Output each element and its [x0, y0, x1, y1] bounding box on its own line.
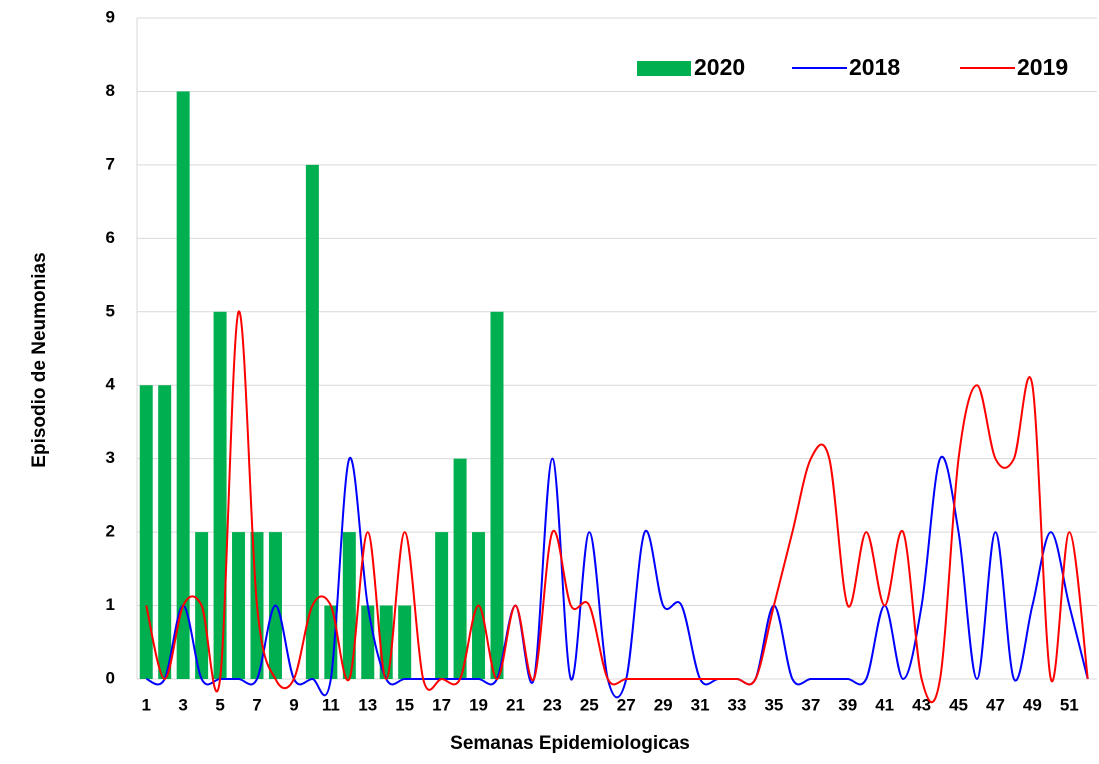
bar [398, 605, 412, 679]
bar [435, 532, 449, 679]
x-tick-label: 17 [432, 695, 451, 714]
x-tick-label: 7 [252, 695, 261, 714]
bar [232, 532, 246, 679]
y-tick-label: 1 [106, 595, 115, 614]
bar [453, 458, 467, 679]
bar [324, 605, 338, 679]
x-tick-label: 1 [141, 695, 150, 714]
x-tick-label: 27 [617, 695, 636, 714]
bar [176, 91, 190, 679]
x-tick-label: 19 [469, 695, 488, 714]
y-tick-label: 8 [106, 81, 115, 100]
x-tick-label: 21 [506, 695, 525, 714]
legend-label: 2019 [1017, 54, 1068, 80]
bar [139, 385, 153, 679]
x-tick-label: 41 [875, 695, 894, 714]
x-tick-label: 15 [395, 695, 414, 714]
x-tick-label: 3 [178, 695, 187, 714]
x-tick-label: 33 [728, 695, 747, 714]
y-tick-label: 6 [106, 228, 115, 247]
x-tick-label: 25 [580, 695, 599, 714]
y-tick-label: 5 [106, 301, 115, 320]
x-tick-label: 45 [949, 695, 968, 714]
legend-swatch [637, 61, 691, 76]
x-tick-label: 39 [838, 695, 857, 714]
x-axis-title: Semanas Epidemiologicas [450, 733, 690, 754]
bar [305, 164, 319, 679]
y-tick-label: 2 [106, 522, 115, 541]
y-tick-label: 0 [106, 668, 115, 687]
x-tick-label: 5 [215, 695, 224, 714]
legend-label: 2018 [849, 54, 900, 80]
x-tick-label: 35 [764, 695, 783, 714]
y-tick-label: 7 [106, 154, 115, 173]
y-tick-label: 9 [106, 7, 115, 26]
x-tick-label: 9 [289, 695, 298, 714]
x-tick-label: 13 [358, 695, 377, 714]
x-tick-label: 51 [1060, 695, 1079, 714]
bar [158, 385, 172, 679]
x-tick-label: 49 [1023, 695, 1042, 714]
x-tick-label: 47 [986, 695, 1005, 714]
line [145, 310, 1089, 704]
x-tick-label: 29 [654, 695, 673, 714]
bar [213, 311, 227, 679]
bar [361, 605, 375, 679]
line [145, 455, 1089, 699]
x-tick-label: 11 [322, 695, 340, 714]
bar [342, 532, 356, 679]
bar [490, 311, 504, 679]
y-axis-title: Episodio de Neumonias [29, 252, 50, 467]
x-tick-label: 31 [691, 695, 710, 714]
x-tick-label: 37 [801, 695, 820, 714]
y-tick-label: 4 [106, 375, 116, 394]
y-tick-label: 3 [106, 448, 115, 467]
x-tick-label: 43 [912, 695, 931, 714]
x-tick-label: 23 [543, 695, 562, 714]
legend-label: 2020 [694, 54, 745, 80]
